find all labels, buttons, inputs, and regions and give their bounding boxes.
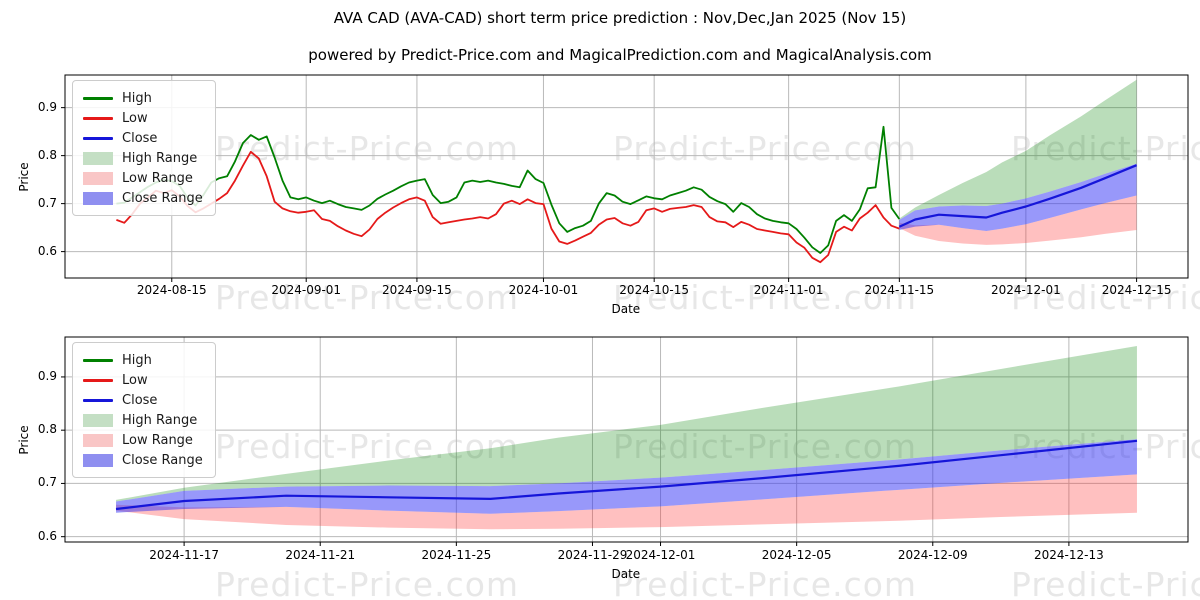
legend-swatch-close	[83, 398, 113, 402]
legend-item: Close	[83, 128, 203, 148]
watermark-text: Predict-Price.com	[215, 427, 520, 466]
legend-label: High	[122, 352, 152, 368]
legend-item: Close	[83, 390, 203, 410]
close-line	[898, 164, 1138, 228]
legend-label: Close Range	[122, 190, 203, 206]
high-line	[116, 125, 901, 254]
watermark-text: Predict-Price.com	[1011, 278, 1200, 317]
legend-item: Close Range	[83, 450, 203, 470]
x-tick-label: 2024-09-01	[271, 283, 342, 297]
x-tick-label: 2024-11-01	[753, 283, 824, 297]
x-tick-label: 2024-12-05	[761, 548, 832, 562]
x-tick-label: 2024-08-15	[136, 283, 207, 297]
y-tick-label: 0.9	[37, 99, 57, 114]
legend-swatch-low-range	[83, 171, 113, 185]
y-tick-label: 0.8	[37, 147, 57, 162]
y-tick-label: 0.6	[37, 243, 57, 258]
legend-label: Low Range	[122, 170, 193, 186]
legend-item: High	[83, 350, 203, 370]
x-tick-label: 2024-12-15	[1101, 283, 1172, 297]
high-range-band	[899, 79, 1137, 220]
legend-item: Low	[83, 108, 203, 128]
legend-label: High	[122, 90, 152, 106]
figure-title: AVA CAD (AVA-CAD) short term price predi…	[333, 9, 907, 27]
legend-item: High Range	[83, 148, 203, 168]
x-tick-label: 2024-12-13	[1034, 548, 1104, 562]
close-range-band	[899, 163, 1137, 231]
low-range-band	[116, 474, 1137, 530]
high-range-band	[116, 346, 1137, 502]
legend-label: High Range	[122, 412, 198, 428]
watermark-text: Predict-Price.com	[215, 129, 520, 168]
legend-swatch-close	[83, 136, 113, 140]
legend-label: High Range	[122, 150, 198, 166]
y-tick-label: 0.7	[37, 195, 57, 210]
y-axis-label: Price	[17, 424, 31, 455]
y-tick-label: 0.7	[37, 475, 57, 490]
legend-label: Low Range	[122, 432, 193, 448]
legend-swatch-high	[83, 358, 113, 362]
y-tick-label: 0.9	[37, 368, 57, 383]
x-tick-label: 2024-12-01	[991, 283, 1061, 297]
y-tick-label: 0.6	[37, 528, 57, 543]
legend-label: Low	[122, 372, 148, 388]
x-tick-label: 2024-11-29	[557, 548, 628, 562]
x-tick-label: 2024-12-09	[897, 548, 968, 562]
y-axis-label: Price	[17, 161, 31, 192]
legend-swatch-close-range	[83, 191, 113, 205]
legend-label: Low	[122, 110, 148, 126]
legend-item: Low Range	[83, 430, 203, 450]
legend: High Low Close High Range Low Range Close Ran…	[72, 342, 216, 478]
legend-label: Close Range	[122, 452, 203, 468]
x-tick-label: 2024-10-01	[508, 283, 579, 297]
close-line	[115, 439, 1138, 511]
legend-item: High	[83, 88, 203, 108]
x-tick-label: 2024-09-15	[382, 283, 452, 297]
y-tick-label: 0.8	[37, 422, 57, 437]
plot-border	[64, 74, 1189, 279]
legend-label: Close	[122, 130, 158, 146]
watermark-text: Predict-Price.com	[215, 278, 520, 317]
legend-item: Low	[83, 370, 203, 390]
legend-swatch-low	[83, 378, 113, 382]
watermark-text: Predict-Price.com	[1011, 129, 1200, 168]
plot-border	[64, 336, 1189, 543]
watermark-text: Predict-Price.com	[613, 278, 918, 317]
legend-swatch-low	[83, 116, 113, 120]
x-tick-label: 2024-11-21	[285, 548, 356, 562]
x-tick-label: 2024-11-15	[864, 283, 935, 297]
x-tick-label: 2024-12-01	[625, 548, 696, 562]
x-axis-label: Date	[611, 567, 641, 581]
x-axis-label: Date	[611, 302, 641, 316]
figure-subtitle: powered by Predict-Price.com and Magical…	[308, 46, 932, 64]
legend-swatch-high-range	[83, 151, 113, 165]
legend-item: Low Range	[83, 168, 203, 188]
low-range-band	[899, 195, 1137, 245]
watermark-text: Predict-Price.com	[613, 129, 918, 168]
watermark-text: Predict-Price.com	[613, 427, 917, 466]
legend-swatch-high	[83, 96, 113, 100]
x-tick-label: 2024-11-17	[149, 548, 219, 562]
low-line	[116, 150, 900, 264]
watermark-text: Predict-Price.com	[215, 565, 520, 600]
legend-item: High Range	[83, 410, 203, 430]
close-range-band	[116, 439, 1137, 514]
x-tick-label: 2024-11-25	[421, 548, 492, 562]
x-tick-label: 2024-10-15	[619, 283, 690, 297]
legend: High Low Close High Range Low Range Close Ran…	[72, 80, 216, 216]
legend-label: Close	[122, 392, 158, 408]
watermark-text: Predict-Price.com	[613, 565, 918, 600]
legend-swatch-close-range	[83, 453, 113, 467]
watermark-text: Predict-Price.com	[1011, 565, 1200, 600]
legend-swatch-high-range	[83, 413, 113, 427]
legend-swatch-low-range	[83, 433, 113, 447]
legend-item: Close Range	[83, 188, 203, 208]
